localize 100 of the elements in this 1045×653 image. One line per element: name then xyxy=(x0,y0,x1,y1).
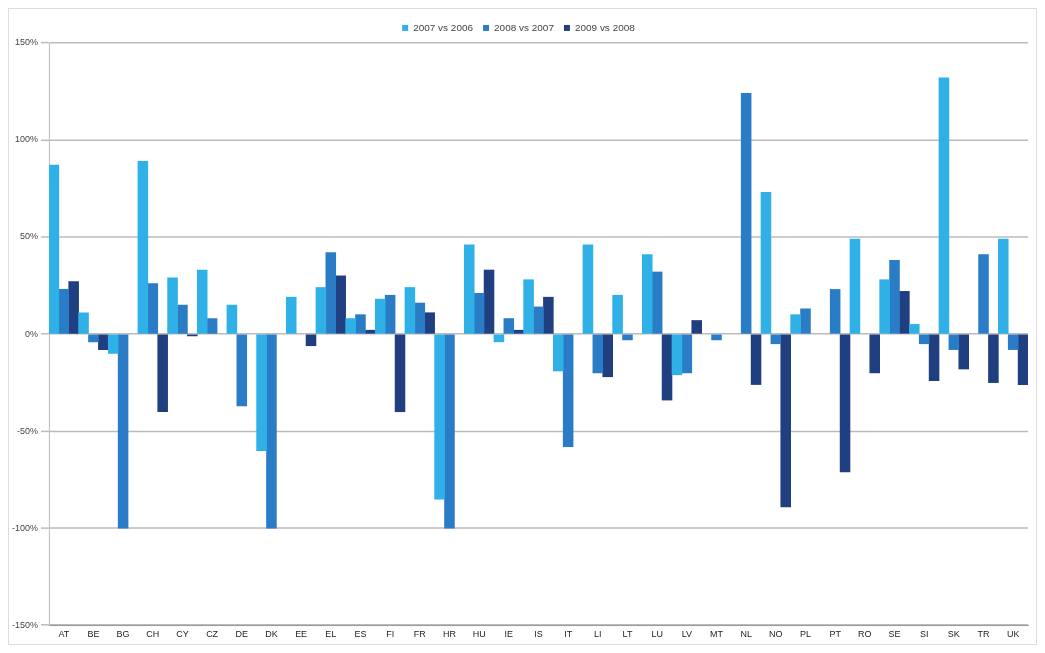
bar xyxy=(552,334,564,372)
bar xyxy=(117,334,129,529)
x-tick-label: HU xyxy=(472,629,486,640)
y-tick-label: -50% xyxy=(17,425,38,436)
x-tick-label: LU xyxy=(651,629,663,640)
bar xyxy=(988,334,999,383)
bar xyxy=(998,238,1009,334)
bar xyxy=(167,277,178,334)
bar xyxy=(562,334,574,447)
y-tick-label: -150% xyxy=(12,619,38,630)
y-tick-label: -100% xyxy=(12,522,38,533)
bar xyxy=(780,334,791,508)
bar xyxy=(236,334,248,407)
legend-label: 2008 vs 2007 xyxy=(494,21,555,33)
x-tick-label: LT xyxy=(622,629,633,640)
bar xyxy=(928,334,940,381)
bar xyxy=(305,334,317,347)
x-tick-label: TR xyxy=(977,629,991,640)
x-tick-label: EE xyxy=(295,629,308,640)
bar xyxy=(355,314,366,334)
bar xyxy=(760,192,772,334)
x-tick-label: FI xyxy=(386,629,395,640)
bar xyxy=(869,334,880,374)
bar xyxy=(48,164,60,334)
x-tick-label: SI xyxy=(919,629,929,640)
y-tick-label: 150% xyxy=(14,37,38,48)
bar xyxy=(800,308,811,334)
bar xyxy=(829,289,841,334)
bar xyxy=(394,334,406,413)
bar xyxy=(750,334,762,385)
bar xyxy=(58,289,70,334)
bar xyxy=(602,334,613,378)
bar xyxy=(948,334,960,350)
bar xyxy=(414,302,426,334)
bar xyxy=(177,304,188,334)
bar xyxy=(503,318,515,334)
x-tick-label: PT xyxy=(829,629,842,640)
bar xyxy=(839,334,851,473)
x-tick-label: CH xyxy=(146,629,160,640)
bar xyxy=(641,254,653,334)
bar xyxy=(790,314,801,334)
bar xyxy=(285,296,297,334)
x-tick-label: DE xyxy=(235,629,249,640)
bar xyxy=(533,306,544,334)
bar xyxy=(493,334,505,343)
bar xyxy=(404,287,416,334)
bar xyxy=(434,334,445,500)
bar xyxy=(483,269,495,334)
bar xyxy=(365,329,376,334)
bar xyxy=(938,77,950,334)
x-tick-label: MT xyxy=(710,629,724,640)
y-tick-label: 0% xyxy=(24,328,38,339)
bar xyxy=(958,334,970,370)
bar xyxy=(345,318,356,334)
x-tick-label: FR xyxy=(413,629,427,640)
bar xyxy=(889,259,900,334)
x-tick-label: EL xyxy=(325,629,337,640)
bar xyxy=(335,275,346,334)
x-tick-label: BG xyxy=(116,629,130,640)
bar xyxy=(849,238,861,334)
bar xyxy=(523,279,534,334)
bar xyxy=(444,334,455,529)
bar xyxy=(226,304,238,334)
bar xyxy=(612,294,623,334)
bar xyxy=(543,296,554,334)
bar xyxy=(68,281,79,334)
x-tick-label: RO xyxy=(858,629,872,640)
bar xyxy=(592,334,604,374)
x-tick-label: SE xyxy=(888,629,901,640)
bar xyxy=(918,334,930,345)
bar xyxy=(770,334,782,345)
bar xyxy=(374,298,386,334)
x-tick-label: LI xyxy=(594,629,602,640)
bar xyxy=(622,334,633,341)
bar xyxy=(325,252,337,334)
bar xyxy=(899,291,910,334)
y-tick-label: 100% xyxy=(14,134,38,145)
bar xyxy=(711,334,722,341)
x-tick-label: SK xyxy=(947,629,960,640)
bar xyxy=(107,334,119,354)
bar xyxy=(88,334,99,343)
y-tick-label: 50% xyxy=(20,231,38,242)
bar xyxy=(513,329,524,334)
bar xyxy=(1007,334,1019,350)
bar xyxy=(661,334,673,401)
x-tick-label: AT xyxy=(58,629,70,640)
x-tick-label: BE xyxy=(87,629,100,640)
bar xyxy=(879,279,890,334)
bar xyxy=(582,244,594,334)
x-tick-label: CZ xyxy=(206,629,219,640)
x-tick-label: DK xyxy=(265,629,278,640)
bar xyxy=(691,320,702,334)
bar xyxy=(157,334,168,413)
x-tick-label: LV xyxy=(681,629,692,640)
x-tick-label: PL xyxy=(800,629,811,640)
bar xyxy=(463,244,475,334)
x-tick-label: IT xyxy=(564,629,573,640)
x-tick-label: CY xyxy=(176,629,189,640)
bar xyxy=(147,283,159,334)
bar xyxy=(671,334,683,376)
